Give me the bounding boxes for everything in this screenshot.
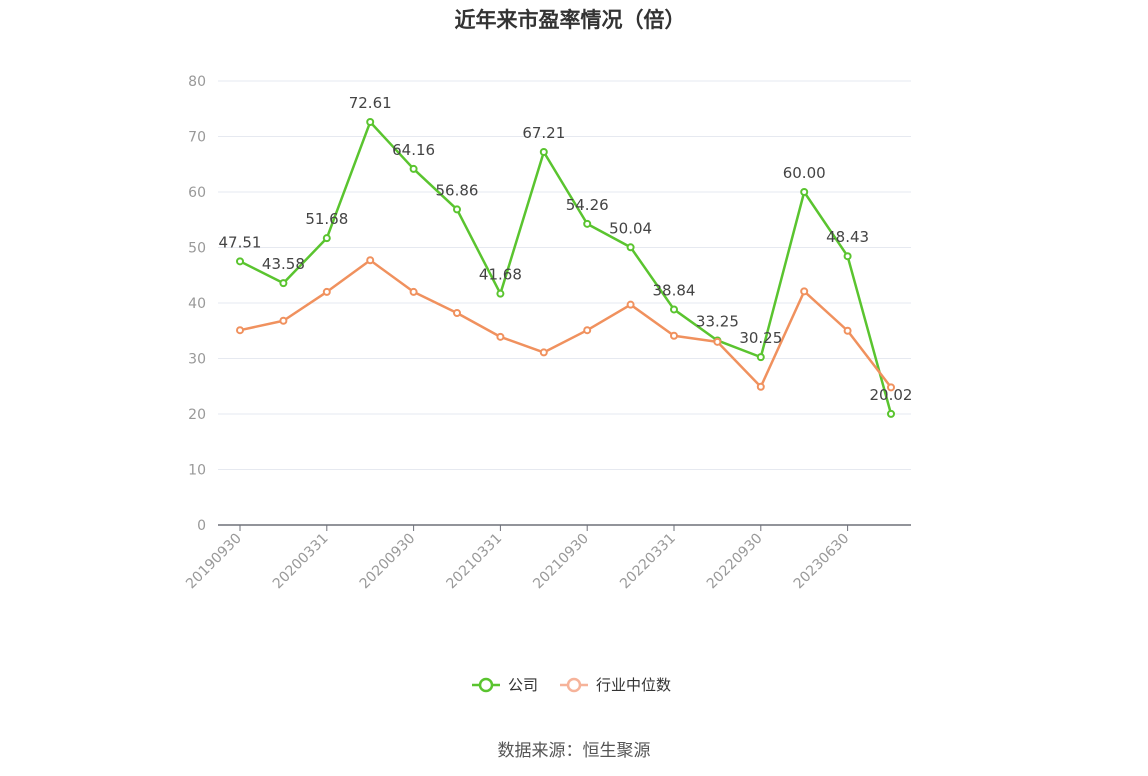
- data-label: 54.26: [566, 196, 609, 214]
- legend-item-company[interactable]: 公司: [472, 676, 538, 694]
- data-point: [583, 219, 592, 228]
- data-point: [496, 332, 505, 341]
- y-tick-label: 30: [188, 352, 206, 368]
- data-label: 72.61: [349, 94, 392, 112]
- data-point: [800, 188, 809, 196]
- x-tick-label: 20200930: [357, 531, 419, 593]
- legend-marker: [566, 677, 582, 693]
- legend[interactable]: 公司 行业中位数: [472, 676, 671, 694]
- data-label: 67.21: [522, 124, 565, 142]
- data-point: [453, 308, 461, 317]
- data-point: [713, 337, 722, 346]
- data-point: [887, 383, 895, 392]
- y-tick-label: 60: [188, 185, 206, 201]
- data-label: 41.68: [479, 266, 522, 284]
- data-point: [626, 243, 635, 252]
- data-label: 33.25: [696, 312, 739, 330]
- data-point: [670, 305, 678, 314]
- data-point: [670, 331, 678, 340]
- data-label: 56.86: [436, 181, 479, 199]
- chart-title: 近年来市盈率情况（倍）: [454, 8, 686, 32]
- data-label: 64.16: [392, 141, 435, 159]
- x-tick-label: 20210930: [530, 531, 592, 593]
- legend-label: 行业中位数: [596, 676, 671, 694]
- series-lines: [236, 118, 895, 418]
- data-label: 48.43: [826, 228, 869, 246]
- y-tick-label: 70: [188, 130, 206, 146]
- data-point: [496, 289, 505, 298]
- data-point: [539, 348, 548, 357]
- x-tick-label: 20220930: [704, 531, 766, 593]
- data-point: [756, 353, 765, 362]
- data-point: [236, 326, 244, 335]
- data-point: [409, 164, 418, 173]
- data-source: 数据来源：恒生聚源: [497, 741, 651, 761]
- x-tick-label: 20210331: [444, 531, 506, 593]
- data-label: 30.25: [739, 329, 782, 347]
- data-label: 20.02: [870, 386, 913, 404]
- data-point: [583, 326, 592, 335]
- data-label: 60.00: [783, 164, 826, 182]
- series-line-industry: [239, 259, 892, 389]
- y-tick-label: 10: [188, 463, 206, 479]
- data-label: 50.04: [609, 219, 652, 237]
- data-point: [453, 205, 461, 214]
- y-tick-label: 40: [188, 296, 206, 312]
- y-tick-label: 0: [197, 518, 206, 534]
- x-tick-label: 20230630: [791, 531, 853, 593]
- y-tick-label: 50: [188, 241, 206, 257]
- x-tick-label: 20200331: [270, 531, 332, 593]
- data-point: [236, 257, 244, 266]
- data-label: 47.51: [219, 233, 262, 251]
- data-point: [539, 147, 548, 156]
- data-point: [322, 287, 331, 296]
- y-tick-label: 20: [188, 407, 206, 423]
- data-point: [409, 287, 418, 296]
- data-point: [366, 256, 375, 265]
- x-tick-label: 20220331: [617, 531, 679, 593]
- series-line-company: [239, 120, 893, 415]
- data-point: [366, 118, 375, 127]
- data-point: [626, 300, 635, 309]
- y-tick-label: 80: [188, 74, 206, 90]
- data-label: 51.68: [305, 210, 348, 228]
- data-point: [322, 234, 331, 243]
- data-label: 43.58: [262, 255, 305, 273]
- data-point: [279, 316, 288, 325]
- legend-marker: [478, 677, 494, 693]
- data-point: [843, 326, 852, 335]
- grid-lines: [218, 80, 911, 470]
- legend-label: 公司: [508, 676, 538, 694]
- x-tick-label: 20190930: [183, 531, 245, 593]
- data-point: [887, 409, 895, 418]
- data-point: [843, 252, 852, 261]
- data-point: [279, 279, 288, 288]
- data-label: 38.84: [653, 281, 696, 299]
- data-point: [800, 287, 809, 296]
- data-point: [756, 382, 765, 391]
- legend-item-industry[interactable]: 行业中位数: [560, 676, 671, 694]
